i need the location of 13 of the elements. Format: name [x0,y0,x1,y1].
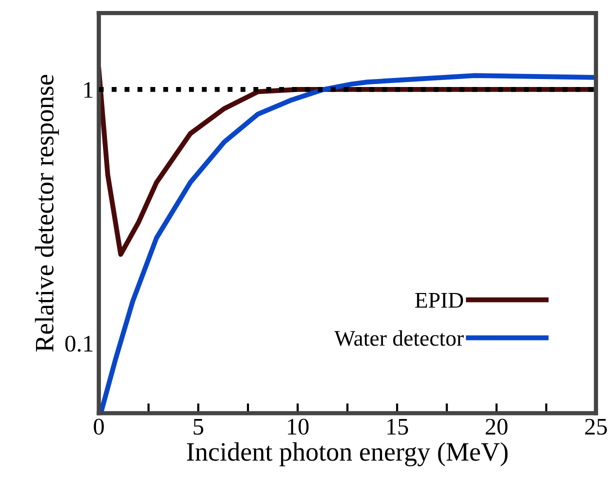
y-tick-label: 0.1 [65,336,93,352]
x-tick-label: 20 [486,418,508,435]
x-axis-title: Incident photon energy (MeV) [186,442,508,466]
x-tick-label: 25 [585,418,607,435]
legend-label: EPID [415,293,464,308]
line-series [98,73,596,414]
y-tick-label: 1 [84,82,93,98]
x-tick-label: 5 [194,419,204,435]
x-tick-label: 15 [387,418,408,435]
x-tick-label: 0 [94,418,104,435]
legend-label: Water detector [334,330,464,346]
x-tick-label: 10 [288,418,309,435]
y-axis-title: Relative detector response [34,74,59,352]
